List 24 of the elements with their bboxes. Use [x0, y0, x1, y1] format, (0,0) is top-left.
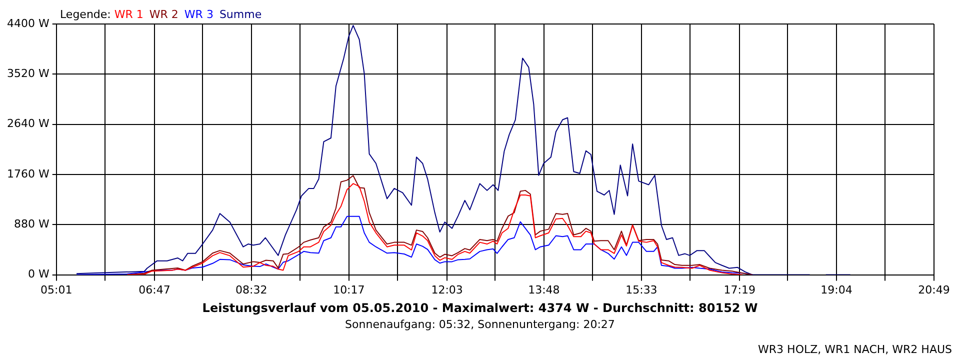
y-tick-label: 1760 W [6, 167, 50, 180]
x-tick-label: 17:19 [724, 283, 756, 296]
text: WR 2 [149, 8, 178, 21]
text: WR 1 [114, 8, 144, 21]
y-tick-label: 880 W [14, 218, 50, 230]
legend-title: Legende: [60, 8, 112, 21]
x-tick-label: 12:03 [431, 283, 463, 296]
text: WR 3 [184, 8, 214, 21]
text: WR3 HOLZ, WR1 NACH, WR2 HAUS [758, 343, 952, 356]
x-tick-label: 06:47 [138, 283, 170, 296]
x-tick-label: 20:49 [918, 283, 950, 296]
x-tick-label: 05:01 [40, 283, 72, 296]
text: Summe [219, 8, 262, 21]
x-tick-label: 10:17 [333, 283, 365, 296]
y-tick-label: 2640 W [6, 117, 50, 130]
x-tick-label: 13:48 [528, 283, 560, 296]
y-tick-label: 4400 W [6, 16, 50, 30]
y-tick-label: 0 W [28, 268, 50, 281]
y-tick-label: 3520 W [6, 67, 50, 80]
text: Sonnenaufgang: 05:32, Sonnenuntergang: 20:27 [344, 318, 616, 331]
x-tick-label: 08:32 [236, 283, 268, 296]
x-tick-label: 15:33 [626, 283, 658, 296]
x-tick-label: 19:04 [820, 283, 852, 296]
text: Leistungsverlauf vom 05.05.2010 - Maximalwert: 4374 W - Durchschnitt: 80152 W [201, 301, 759, 315]
